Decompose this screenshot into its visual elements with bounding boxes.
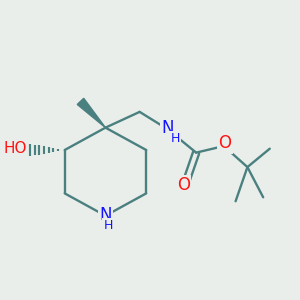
- Text: N: N: [162, 119, 174, 137]
- Text: N: N: [99, 206, 112, 224]
- Text: O: O: [219, 134, 232, 152]
- Text: O: O: [177, 176, 190, 194]
- Text: HO: HO: [3, 141, 27, 156]
- Text: H: H: [170, 133, 180, 146]
- Polygon shape: [77, 98, 106, 128]
- Text: H: H: [104, 219, 113, 232]
